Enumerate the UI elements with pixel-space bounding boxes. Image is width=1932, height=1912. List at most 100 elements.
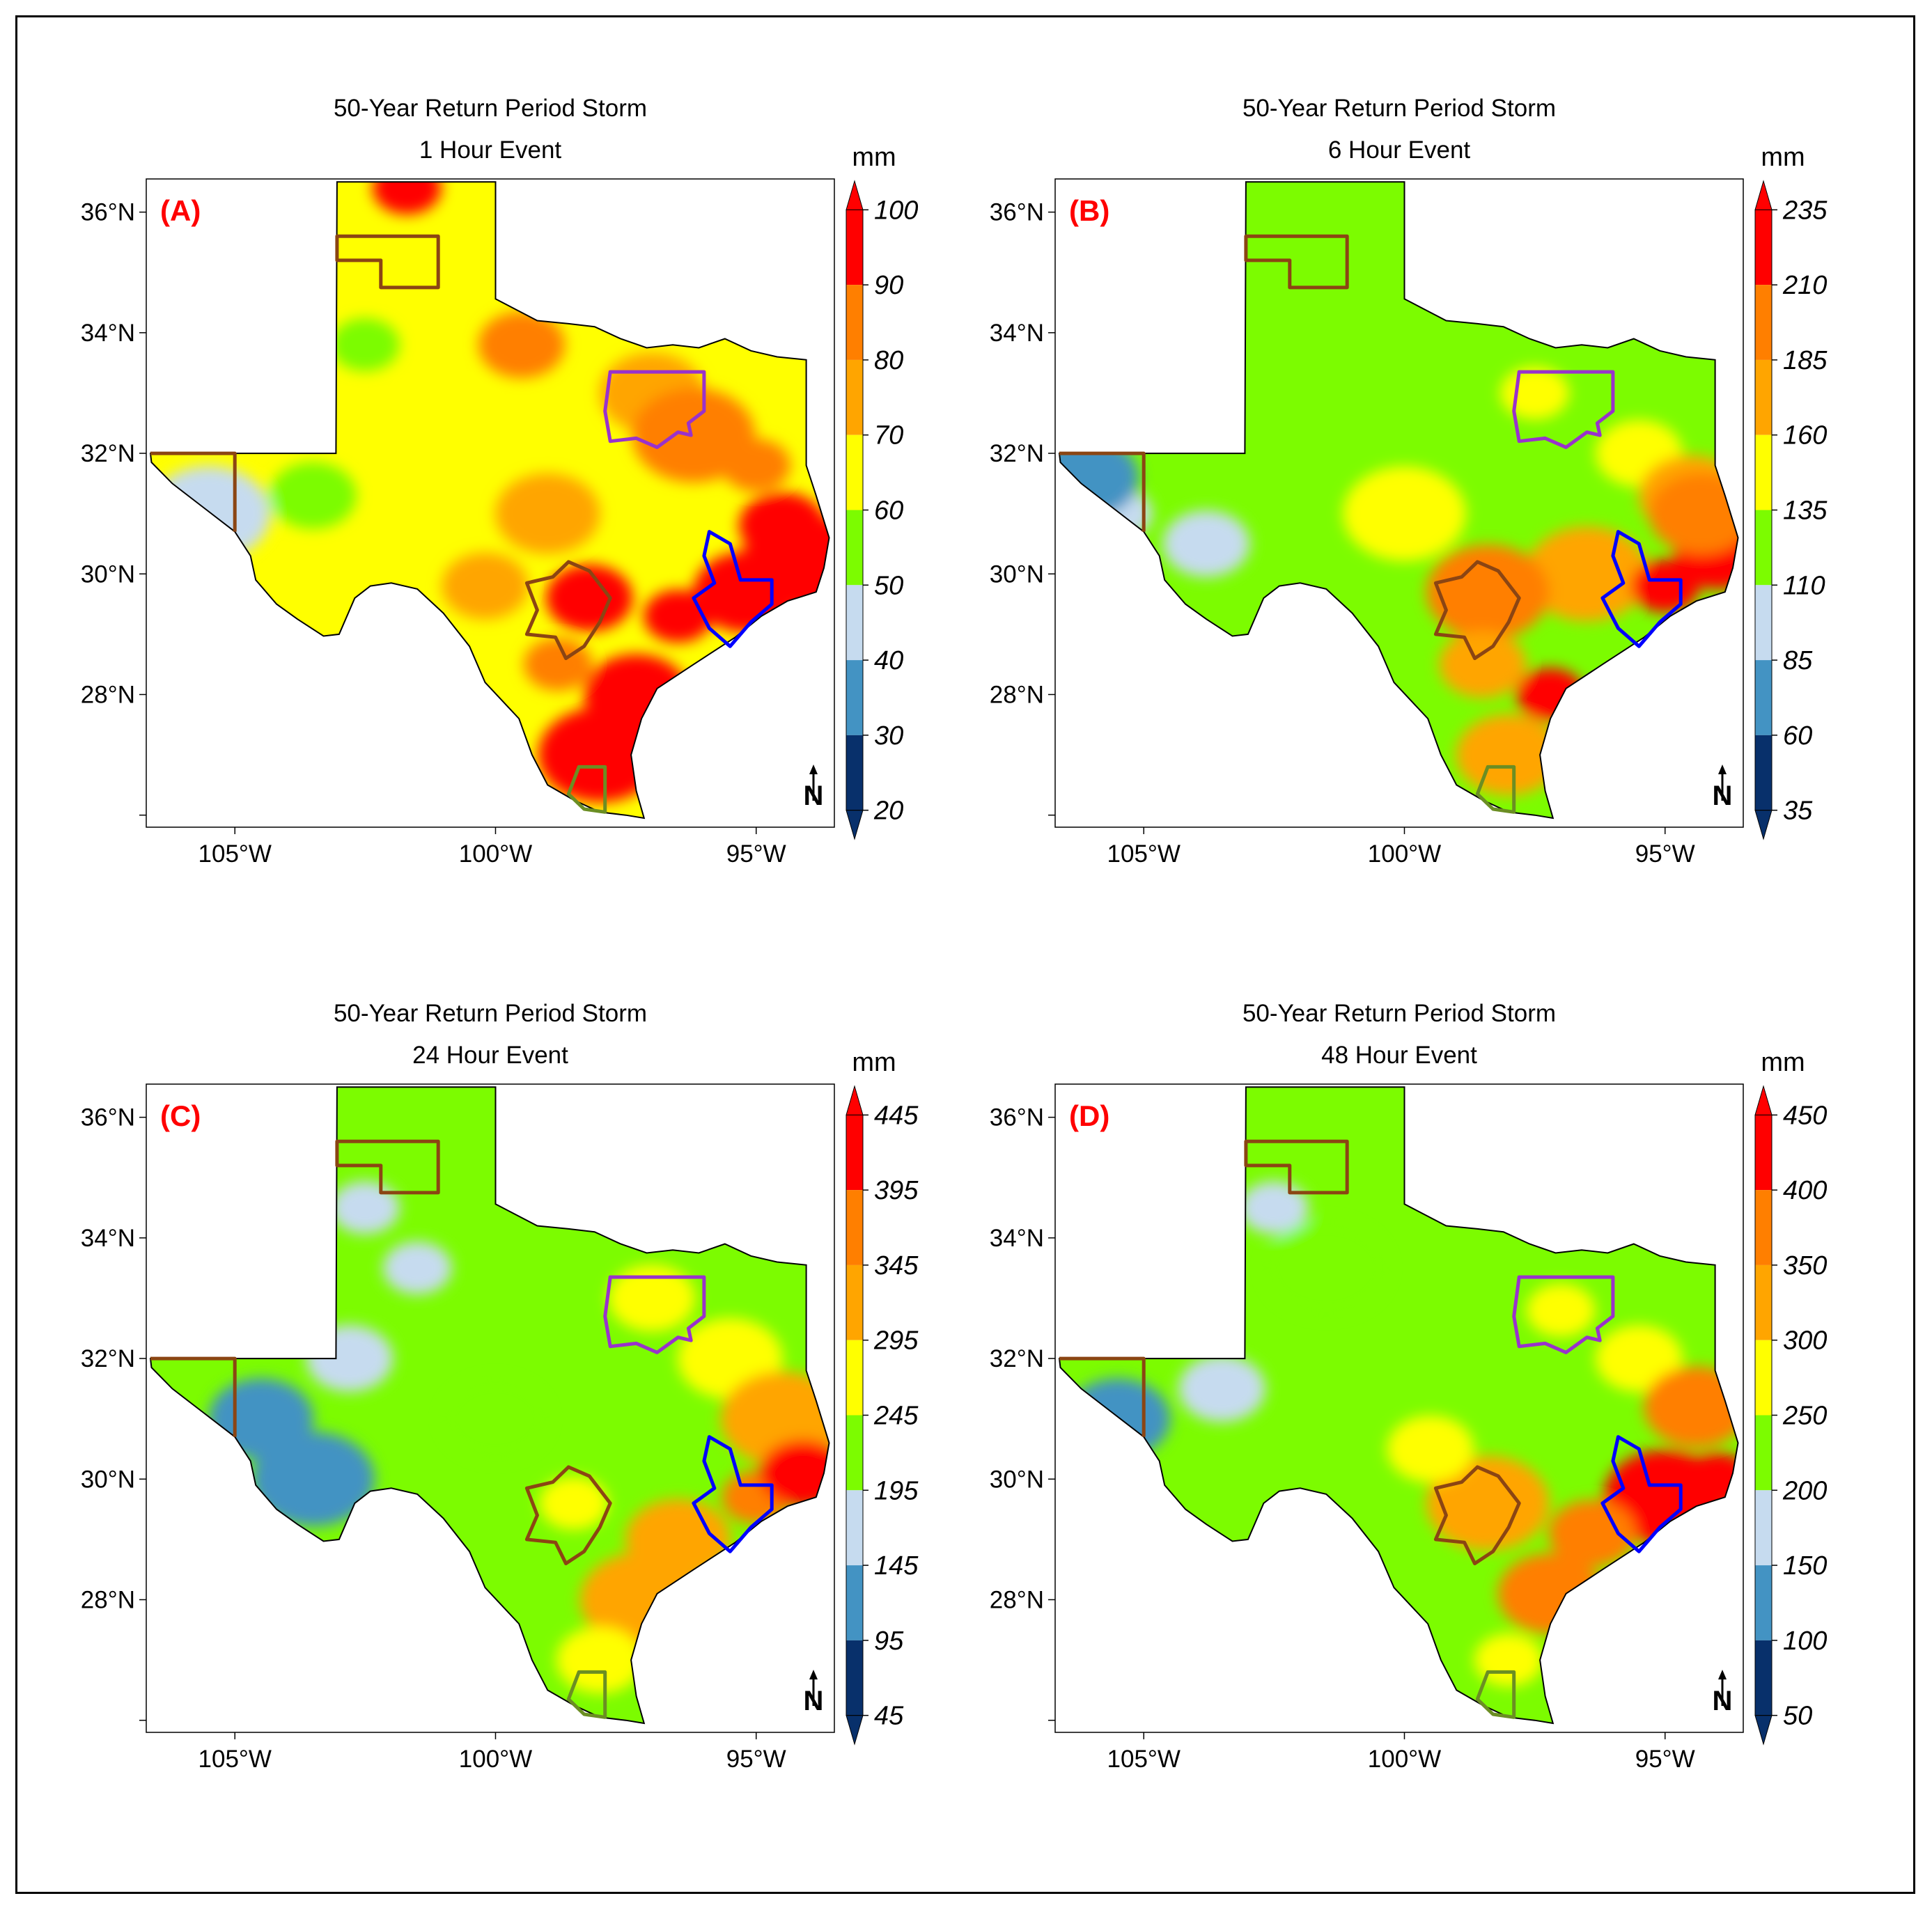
colorbar-tick-label: 35 bbox=[1783, 797, 1813, 826]
panel-title: 50-Year Return Period Storm bbox=[334, 1000, 647, 1027]
colorbar-tick-label: 135 bbox=[1783, 496, 1828, 526]
precip-cell bbox=[539, 1476, 609, 1530]
precip-cell bbox=[1525, 526, 1649, 622]
precip-cell bbox=[538, 707, 662, 803]
colorbar-tick-label: 100 bbox=[874, 196, 918, 225]
lat-tick-label: 36°N bbox=[990, 1104, 1044, 1131]
lat-tick-label: 36°N bbox=[990, 199, 1044, 226]
colorbar-segment bbox=[846, 1340, 863, 1416]
basin-outline-panhandle bbox=[1244, 1139, 1349, 1195]
panel-title: 50-Year Return Period Storm bbox=[1242, 95, 1556, 122]
basin-outline-el-paso bbox=[1059, 451, 1146, 532]
lat-tick-label: 28°N bbox=[990, 1586, 1044, 1613]
colorbar-unit: mm bbox=[1761, 1048, 1805, 1077]
lat-tick-label: 34°N bbox=[990, 320, 1044, 347]
colorbar-segment bbox=[1754, 1085, 1773, 1115]
colorbar-segment bbox=[846, 585, 863, 661]
colorbar-tick-label: 70 bbox=[874, 421, 903, 450]
precip-cell bbox=[1264, 1221, 1388, 1316]
panel-subtitle: 24 Hour Event bbox=[412, 1042, 568, 1069]
colorbar-tick-label: 245 bbox=[873, 1402, 919, 1431]
panel-b: 36°N 34°N 32°N 30°N 28°N 105°W 100°W 95°W 50-Yea… bbox=[990, 95, 1828, 868]
colorbar-segment bbox=[1755, 660, 1772, 735]
colorbar-tick-label: 395 bbox=[874, 1176, 919, 1205]
colorbar-tick-label: 85 bbox=[1783, 646, 1813, 675]
north-arrow-label: N bbox=[1713, 781, 1733, 811]
colorbar-segment bbox=[1755, 735, 1772, 810]
lat-tick-label: 32°N bbox=[990, 440, 1044, 467]
precip-cell bbox=[251, 1432, 375, 1527]
colorbar-tick-label: 200 bbox=[1782, 1476, 1827, 1505]
colorbar-tick-label: 450 bbox=[1783, 1101, 1827, 1130]
texas-outline bbox=[149, 1086, 830, 1725]
texas-outline bbox=[149, 181, 830, 820]
precip-cell bbox=[494, 473, 600, 554]
colorbar-segment bbox=[846, 735, 863, 810]
colorbar-segment bbox=[846, 1264, 863, 1340]
lon-tick-label: 105°W bbox=[198, 840, 272, 868]
colorbar-tick-label: 20 bbox=[873, 797, 903, 826]
precip-cell bbox=[442, 552, 529, 620]
north-arrow-icon bbox=[1718, 1670, 1727, 1706]
panel-label: (B) bbox=[1069, 194, 1109, 227]
colorbar-segment bbox=[846, 210, 863, 285]
colorbar-tick-label: 60 bbox=[1783, 721, 1812, 751]
basin-outline-austin bbox=[524, 1465, 612, 1565]
colorbar-segment bbox=[846, 1640, 863, 1716]
colorbar-segment bbox=[1755, 434, 1772, 510]
figure-frame bbox=[15, 15, 1915, 1894]
lat-tick-label: 32°N bbox=[990, 1345, 1044, 1372]
basin-outline-rio-grande bbox=[1475, 765, 1516, 814]
colorbar-tick-label: 160 bbox=[1783, 421, 1827, 450]
colorbar-tick-label: 90 bbox=[874, 271, 903, 300]
precip-cell bbox=[1595, 1325, 1683, 1393]
precip-cell bbox=[608, 1264, 696, 1332]
lon-tick-label: 100°W bbox=[459, 840, 532, 868]
precip-cell bbox=[1343, 466, 1466, 561]
precip-cell bbox=[372, 182, 442, 214]
colorbar-tick-label: 45 bbox=[874, 1702, 904, 1731]
basin-outline-panhandle bbox=[335, 1139, 440, 1195]
colorbar-tick-label: 295 bbox=[873, 1326, 919, 1356]
colorbar-unit: mm bbox=[852, 143, 896, 172]
colorbar-segment bbox=[846, 1565, 863, 1640]
colorbar-segment bbox=[846, 1715, 864, 1746]
precip-cell bbox=[1439, 631, 1527, 698]
north-arrow-label: N bbox=[804, 1686, 824, 1716]
lat-tick-label: 36°N bbox=[81, 1104, 135, 1131]
colorbar-segment bbox=[1755, 1640, 1772, 1716]
lat-tick-label: 28°N bbox=[81, 1586, 135, 1613]
colorbar-segment bbox=[1755, 1190, 1772, 1265]
basin-outline-dallas bbox=[603, 370, 706, 449]
basin-outline-houston bbox=[692, 1435, 774, 1553]
basin-outline-austin bbox=[1433, 560, 1521, 660]
colorbar-segment bbox=[1755, 1340, 1772, 1416]
panel-label: (A) bbox=[160, 194, 201, 227]
basin-outline-dallas bbox=[603, 1275, 706, 1354]
colorbar-tick-label: 150 bbox=[1783, 1551, 1827, 1581]
north-arrow-icon bbox=[809, 765, 818, 801]
basin-outline-rio-grande bbox=[1475, 1670, 1516, 1719]
colorbar-tick-label: 50 bbox=[874, 571, 903, 600]
lat-tick-label: 30°N bbox=[81, 561, 135, 588]
basin-outline-austin bbox=[1433, 1465, 1521, 1565]
precip-cell bbox=[1456, 714, 1561, 796]
colorbar-segment bbox=[1754, 180, 1773, 210]
precip-cell bbox=[1162, 510, 1250, 577]
lat-tick-label: 28°N bbox=[990, 681, 1044, 708]
colorbar-segment bbox=[1755, 1415, 1772, 1491]
colorbar-segment bbox=[1755, 510, 1772, 586]
colorbar-segment bbox=[1754, 810, 1773, 840]
lat-tick-label: 34°N bbox=[81, 320, 135, 347]
basin-outline-rio-grande bbox=[566, 1670, 607, 1719]
panel-subtitle: 48 Hour Event bbox=[1321, 1042, 1477, 1069]
colorbar: 45 95 145 195 245 295 345 395 445 bbox=[846, 1085, 919, 1746]
colorbar-segment bbox=[846, 660, 863, 735]
lat-tick-label: 32°N bbox=[81, 440, 135, 467]
lon-tick-label: 95°W bbox=[726, 840, 786, 868]
colorbar-segment bbox=[1755, 585, 1772, 661]
north-arrow-label: N bbox=[804, 781, 824, 811]
colorbar-tick-label: 345 bbox=[874, 1251, 919, 1280]
colorbar-segment bbox=[1755, 359, 1772, 435]
texas-outline bbox=[1058, 1086, 1739, 1725]
